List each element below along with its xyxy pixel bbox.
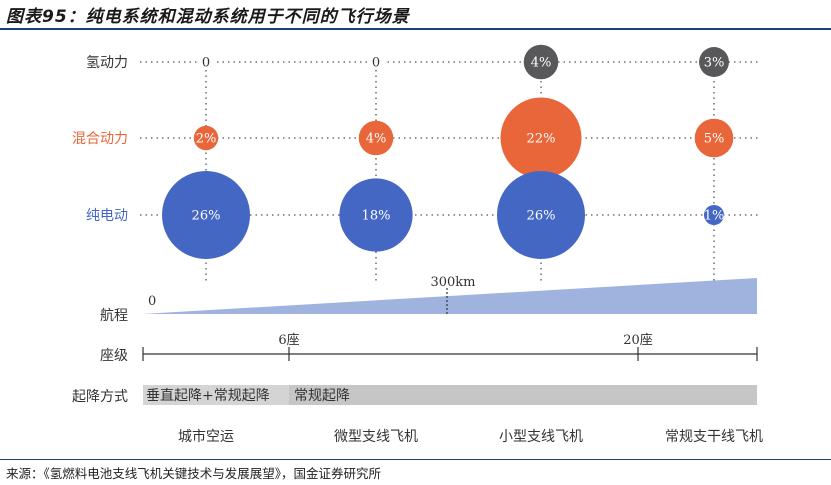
- bubble-r3-c2: [339, 178, 413, 252]
- bubble-label-r2-c2: 4%: [366, 132, 387, 147]
- takeoff-bar-label-2: 常规起降: [294, 388, 350, 404]
- zero-label-r1-c1: 0: [202, 56, 210, 71]
- bubble-label-r3-c2: 18%: [362, 209, 391, 224]
- page-title: 图表95：纯电系统和混动系统用于不同的飞行场景: [6, 7, 410, 27]
- range-wedge: [142, 278, 757, 314]
- takeoff-label: 起降方式: [72, 389, 128, 405]
- category-label-2: 微型支线飞机: [334, 429, 418, 445]
- zero-label-r1-c2: 0: [372, 56, 380, 71]
- bubble-label-r2-c4: 5%: [704, 132, 725, 147]
- bubble-label-r2-c1: 2%: [196, 132, 217, 147]
- bubble-r3-c4: [704, 205, 724, 225]
- title-rule: [0, 28, 831, 30]
- range-mark-label: 300km: [430, 275, 475, 290]
- bubble-r3-c3: [497, 171, 585, 259]
- zero-backdrop-r1-c2: [368, 52, 384, 70]
- bubble-r2-c2: [358, 120, 394, 156]
- row-label-2: 混合动力: [72, 131, 128, 147]
- bubble-r2-c4: [694, 118, 734, 158]
- bubble-r2-c1: [193, 125, 219, 151]
- row-label-3: 纯电动: [86, 208, 128, 224]
- bubble-label-r1-c3: 4%: [531, 56, 552, 71]
- source-rule: [0, 459, 831, 460]
- category-label-3: 小型支线飞机: [499, 429, 583, 445]
- seats-tick-label-1: 6座: [278, 333, 299, 348]
- bubble-label-r3-c1: 26%: [192, 209, 221, 224]
- takeoff-bar-1: [143, 385, 289, 405]
- zero-backdrop-r1-c1: [198, 52, 214, 70]
- seats-tick-label-2: 20座: [623, 333, 653, 348]
- row-label-1: 氢动力: [86, 55, 128, 71]
- bubble-label-r2-c3: 22%: [527, 132, 556, 147]
- category-label-1: 城市空运: [178, 428, 234, 445]
- bubble-label-r3-c4: 1%: [704, 209, 725, 224]
- range-start-label: 0: [148, 294, 156, 309]
- bubble-label-r1-c4: 3%: [704, 56, 725, 71]
- bubble-r2-c3: [500, 97, 582, 179]
- bubble-label-r3-c3: 26%: [527, 209, 556, 224]
- category-label-4: 常规支干线飞机: [665, 429, 763, 445]
- takeoff-bar-label-1: 垂直起降+常规起降: [146, 387, 270, 404]
- range-label: 航程: [100, 308, 128, 324]
- bubble-r3-c1: [162, 171, 250, 259]
- bubble-r1-c4: [699, 47, 729, 77]
- bubble-r1-c3: [523, 44, 559, 80]
- seats-label: 座级: [100, 348, 128, 364]
- source-note: 来源：《氢燃料电池支线飞机关键技术与发展展望》，国金证券研究所: [6, 466, 382, 481]
- takeoff-bar-2: [289, 385, 757, 405]
